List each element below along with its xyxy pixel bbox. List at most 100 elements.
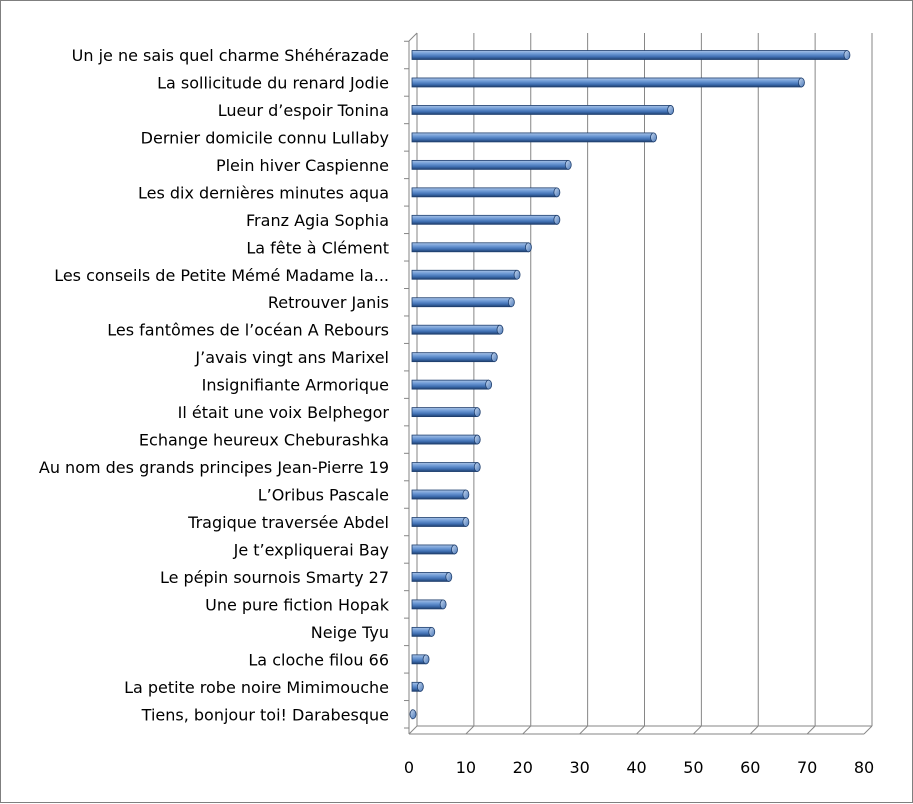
floor-gridline: [636, 725, 645, 735]
bar-cap: [507, 297, 515, 308]
category-label: Il était une voix Belphegor: [178, 403, 390, 422]
floor-gridline: [863, 725, 873, 735]
category-label: Dernier domicile connu Lullaby: [141, 128, 389, 147]
bar-body: [411, 187, 558, 198]
category-label: Franz Agia Sophia: [246, 211, 389, 230]
category-label: La fête à Clément: [246, 238, 389, 257]
category-label: Au nom des grands principes Jean-Pierre …: [39, 458, 389, 477]
floor-gridline: [579, 725, 588, 735]
bar-cap: [473, 407, 481, 418]
bar: [411, 50, 851, 60]
bar: [411, 517, 470, 527]
bar-body: [411, 132, 654, 143]
floor-gridline: [693, 725, 702, 735]
bar-cap: [439, 599, 447, 610]
category-label: Tragique traversée Abdel: [187, 513, 389, 532]
category-label: Tiens, bonjour toi! Darabesque: [141, 705, 389, 724]
bar: [411, 297, 515, 308]
bar-body: [411, 462, 478, 472]
category-label: Retrouver Janis: [268, 293, 389, 312]
bar: [411, 379, 493, 390]
bar-body: [411, 105, 672, 115]
category-label: Les fantômes de l’océan A Rebours: [107, 321, 389, 340]
bar-body: [411, 489, 467, 500]
bar-body: [411, 50, 848, 60]
bar-cap: [553, 187, 561, 198]
category-label: La sollicitude du renard Jodie: [157, 73, 389, 92]
category-label: La petite robe noire Mimimouche: [124, 678, 389, 697]
bar-cap: [485, 379, 493, 390]
bar-cap: [473, 434, 481, 445]
bar-cap: [462, 517, 470, 527]
gridlines: [408, 33, 873, 735]
x-tick-label: 60: [740, 758, 760, 777]
bar: [411, 654, 430, 665]
bar: [411, 544, 458, 555]
category-label: Une pure fiction Hopak: [205, 595, 390, 614]
bar-cap: [650, 132, 657, 143]
x-tick-labels: 0 10 20 30 40 50 60 70 80: [404, 758, 874, 777]
category-label: Je t’expliquerai Bay: [233, 540, 389, 559]
bar: [411, 132, 657, 143]
bar-cap: [564, 159, 572, 170]
category-label: J’avais vingt ans Marixel: [194, 348, 389, 367]
bar: [411, 352, 498, 363]
bar-cap: [445, 572, 453, 582]
x-tick-label: 0: [404, 758, 414, 777]
bar: [411, 242, 532, 253]
category-labels: Un je ne sais quel charme Shéhérazade La …: [39, 46, 390, 724]
bar: [411, 462, 481, 472]
category-label: Plein hiver Caspienne: [216, 156, 389, 175]
bar: [411, 407, 481, 418]
bar: [411, 214, 561, 225]
category-label: Echange heureux Cheburashka: [139, 431, 389, 450]
bar-cap: [553, 214, 561, 225]
category-label: La cloche filou 66: [248, 650, 389, 669]
floor-gridline: [408, 725, 418, 735]
category-label: Un je ne sais quel charme Shéhérazade: [72, 46, 389, 65]
bar-body: [411, 77, 802, 88]
bar: [411, 159, 572, 170]
bar-body: [411, 269, 518, 280]
bar-body: [411, 379, 490, 390]
bar-body: [411, 159, 569, 170]
x-tick-label: 70: [797, 758, 817, 777]
axes: [404, 32, 872, 735]
bar-body: [411, 352, 495, 363]
bar: [411, 324, 504, 335]
x-tick-label: 30: [569, 758, 589, 777]
bar-body: [411, 572, 450, 582]
bar-body: [411, 324, 501, 335]
bar-cap: [798, 77, 805, 88]
x-tick-label: 80: [854, 758, 874, 777]
bar: [411, 599, 447, 610]
bar: [411, 489, 470, 500]
floor-gridline: [749, 725, 759, 735]
bar-cap: [667, 105, 675, 115]
x-tick-label: 20: [513, 758, 533, 777]
floor-gridline: [465, 725, 475, 735]
bar-cap: [513, 269, 521, 280]
bar-cap: [490, 352, 498, 363]
bar-cap: [451, 544, 458, 555]
bar: [411, 572, 453, 582]
category-label: Insignifiante Armorique: [202, 376, 389, 395]
bar-cap: [409, 709, 417, 720]
category-label: Les conseils de Petite Mémé Madame la...: [54, 266, 389, 285]
bar-body: [411, 407, 478, 418]
bar-body: [411, 434, 478, 445]
category-label: Les dix dernières minutes aqua: [138, 183, 389, 202]
bar-cap: [462, 489, 470, 500]
bar: [409, 709, 417, 720]
bar: [411, 681, 424, 692]
wall-top-edge: [408, 32, 418, 42]
floor-gridline: [806, 725, 816, 735]
bar: [411, 434, 481, 445]
x-tick-label: 50: [683, 758, 703, 777]
bar-body: [411, 242, 529, 253]
category-label: L’Oribus Pascale: [258, 486, 389, 505]
bar-body: [411, 599, 444, 610]
bar-body: [411, 297, 512, 308]
